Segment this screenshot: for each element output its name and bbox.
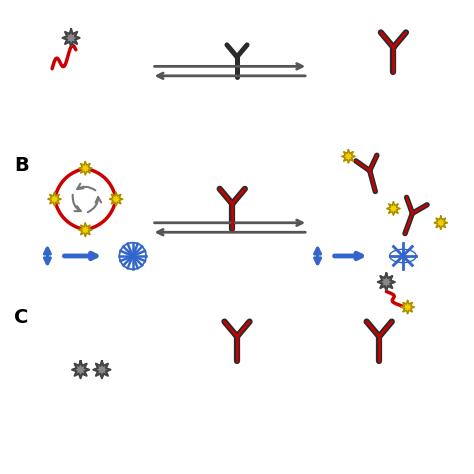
Polygon shape bbox=[434, 216, 447, 229]
Polygon shape bbox=[79, 162, 92, 175]
Polygon shape bbox=[93, 361, 110, 378]
Text: C: C bbox=[14, 308, 28, 327]
Text: B: B bbox=[14, 156, 29, 175]
Polygon shape bbox=[387, 202, 400, 215]
Polygon shape bbox=[79, 223, 92, 237]
Polygon shape bbox=[401, 301, 414, 314]
Polygon shape bbox=[48, 192, 61, 206]
Polygon shape bbox=[109, 192, 123, 206]
Polygon shape bbox=[378, 273, 395, 291]
Polygon shape bbox=[63, 29, 80, 46]
Polygon shape bbox=[72, 361, 89, 378]
Polygon shape bbox=[342, 150, 355, 163]
